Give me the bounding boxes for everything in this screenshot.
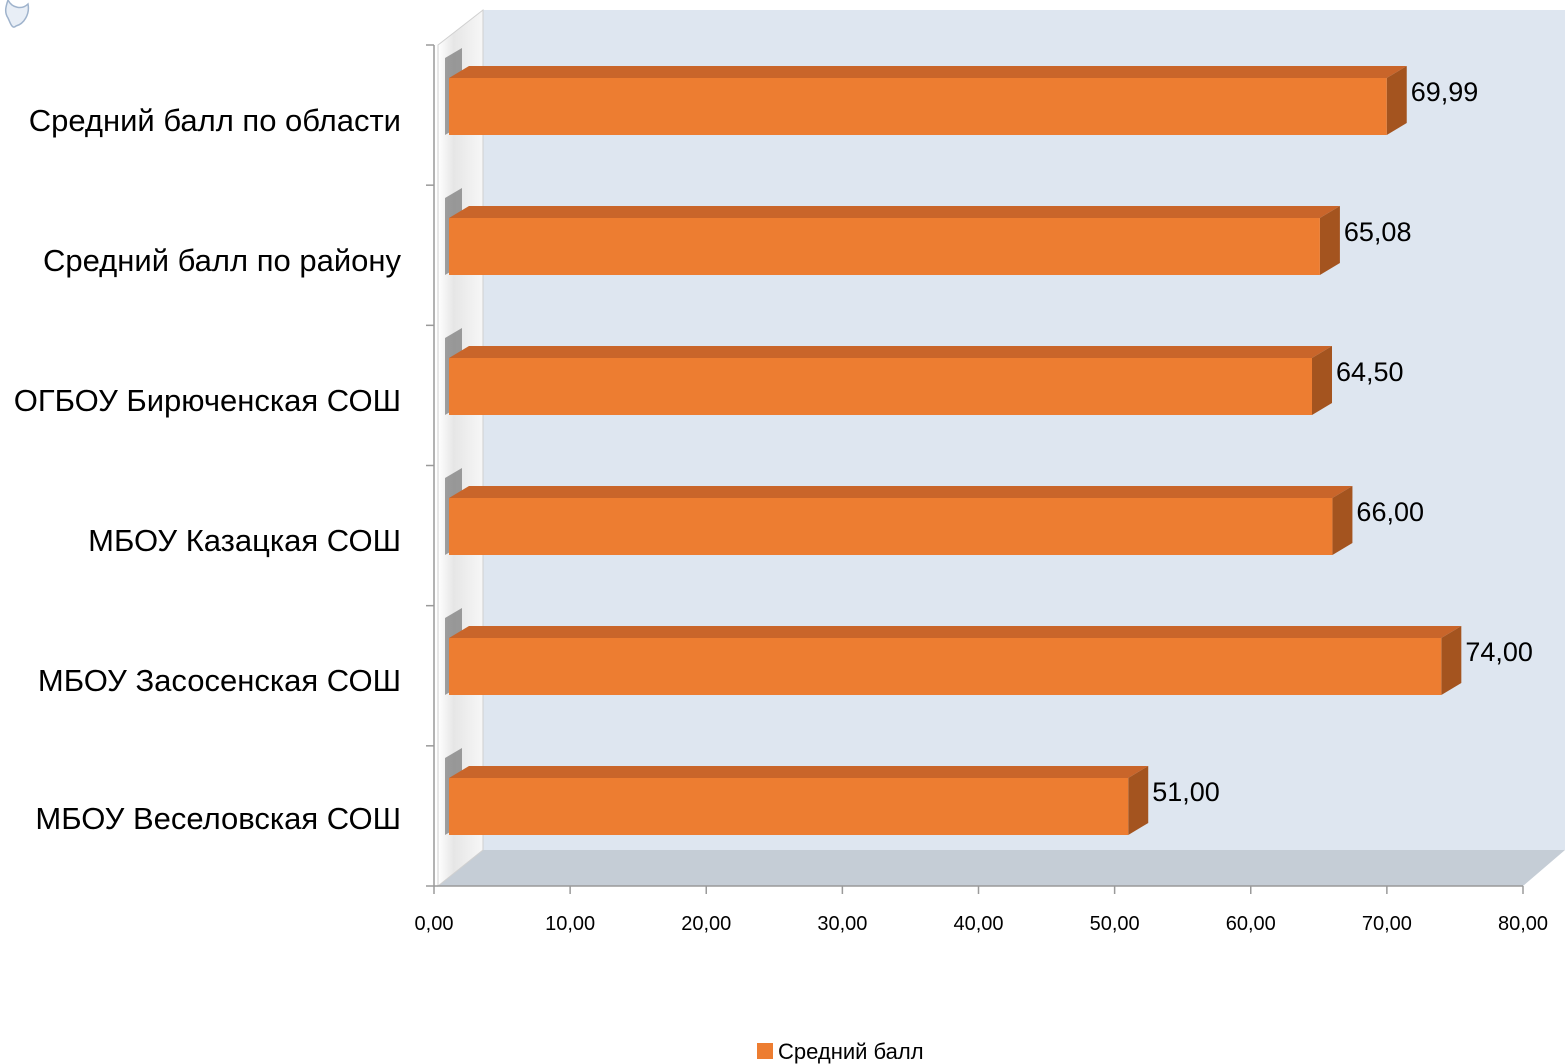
bar-top-face: [449, 66, 1407, 78]
bar-front-face: [449, 498, 1333, 555]
x-tick-label: 30,00: [817, 913, 867, 935]
x-tick-label: 20,00: [681, 913, 731, 935]
data-label: 69,99: [1411, 77, 1479, 107]
x-tick-label: 0,00: [415, 913, 454, 935]
bar: [449, 66, 1407, 135]
bar: [449, 766, 1149, 835]
bar: [449, 346, 1333, 415]
category-label: МБОУ Казацкая СОШ: [88, 523, 401, 558]
bar-side-face: [1386, 66, 1407, 135]
bar: [449, 206, 1340, 275]
bar-side-face: [1332, 486, 1353, 555]
bar-top-face: [449, 206, 1340, 218]
x-tick-label: 60,00: [1226, 913, 1276, 935]
x-tick-label: 70,00: [1362, 913, 1412, 935]
bar-top-face: [449, 346, 1333, 358]
x-tick-label: 40,00: [953, 913, 1003, 935]
data-label: 64,50: [1336, 357, 1404, 387]
bar-top-face: [449, 626, 1462, 638]
legend-swatch: [757, 1043, 773, 1059]
bar-side-face: [1441, 626, 1462, 695]
x-tick-label: 50,00: [1090, 913, 1140, 935]
floor: [438, 850, 1565, 886]
bar-front-face: [449, 778, 1129, 835]
category-label: МБОУ Веселовская СОШ: [35, 801, 401, 836]
data-label: 66,00: [1356, 497, 1424, 527]
data-label: 74,00: [1465, 637, 1533, 667]
bar-front-face: [449, 638, 1442, 695]
category-label: Средний балл по району: [43, 243, 402, 278]
bar-front-face: [449, 358, 1313, 415]
bar-side-face: [1319, 206, 1340, 275]
bar-side-face: [1312, 346, 1333, 415]
data-label: 51,00: [1152, 777, 1220, 807]
x-tick-label: 80,00: [1498, 913, 1548, 935]
corner-curl-icon: [4, 0, 30, 28]
data-labels: 69,99 65,08 64,50 66,00 74,00 51,00: [1152, 77, 1533, 807]
bar: [449, 486, 1353, 555]
x-tick-labels: 0,00 10,00 20,00 30,00 40,00 50,00 60,00 70,00 8…: [415, 913, 1549, 935]
legend: Средний балл: [757, 1039, 924, 1064]
category-label: МБОУ Засосенская СОШ: [38, 663, 401, 698]
category-labels: Средний балл по области Средний балл по р…: [14, 103, 402, 836]
bars: [449, 66, 1462, 835]
x-ticks: [433, 886, 1524, 894]
category-label: Средний балл по области: [29, 103, 401, 138]
data-label: 65,08: [1344, 217, 1412, 247]
bar: [449, 626, 1462, 695]
category-label: ОГБОУ Бирюченская СОШ: [14, 383, 401, 418]
bar-front-face: [449, 218, 1320, 275]
bar-front-face: [449, 78, 1387, 135]
x-tick-label: 10,00: [545, 913, 595, 935]
back-wall: [483, 10, 1565, 850]
bar-top-face: [449, 486, 1353, 498]
bar-side-face: [1128, 766, 1149, 835]
y-ticks: [426, 44, 434, 887]
bar-top-face: [449, 766, 1149, 778]
legend-label: Средний балл: [778, 1039, 924, 1064]
